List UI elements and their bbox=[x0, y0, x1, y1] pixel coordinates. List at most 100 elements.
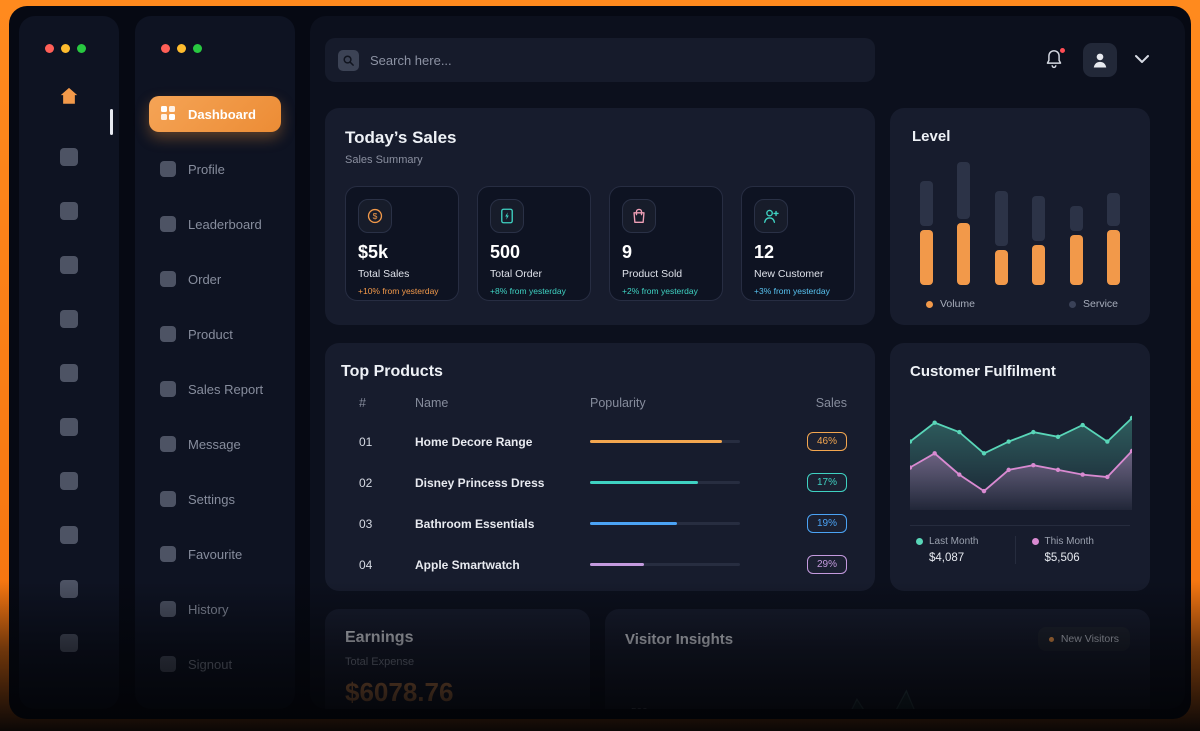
rail-placeholder-icon[interactable] bbox=[60, 526, 78, 544]
col-number: # bbox=[359, 396, 366, 410]
order-icon bbox=[160, 271, 176, 287]
notifications-bell-icon[interactable] bbox=[1044, 47, 1066, 72]
favourite-icon bbox=[160, 546, 176, 562]
row-sales-level: Today’s Sales Sales Summary $ $5k Total … bbox=[325, 108, 1185, 325]
stat-label: Total Order bbox=[490, 268, 542, 280]
fulfilment-legend: Last Month $4,087 This Month $5,506 bbox=[910, 536, 1130, 564]
sidebar-item-message[interactable]: Message bbox=[149, 426, 281, 462]
avatar[interactable] bbox=[1083, 43, 1117, 77]
fulfilment-area-chart bbox=[907, 392, 1135, 515]
top-products-card: Top Products # Name Popularity Sales 01 … bbox=[325, 343, 875, 591]
visitor-insights-header: Visitor Insights New Visitors bbox=[625, 627, 1130, 651]
zoom-window-button[interactable] bbox=[77, 44, 86, 53]
divider bbox=[910, 525, 1130, 526]
close-window-button[interactable] bbox=[45, 44, 54, 53]
sidebar-item-label: Order bbox=[188, 271, 222, 287]
settings-icon bbox=[160, 491, 176, 507]
table-row: 02 Disney Princess Dress 17% bbox=[341, 473, 859, 492]
sidebar-traffic-lights bbox=[135, 16, 295, 53]
stat-value: 12 bbox=[754, 242, 775, 262]
topbar-actions bbox=[1044, 43, 1150, 77]
product-name: Bathroom Essentials bbox=[415, 516, 535, 531]
home-icon[interactable] bbox=[58, 85, 80, 112]
rail-placeholder-icon[interactable] bbox=[60, 256, 78, 274]
icon-rail bbox=[19, 16, 119, 709]
close-window-button[interactable] bbox=[161, 44, 170, 53]
stat-total-sales: $ $5k Total Sales +10% from yesterday bbox=[345, 186, 459, 301]
visitor-insights-card: Visitor Insights New Visitors 500 400 bbox=[605, 609, 1150, 709]
minimize-window-button[interactable] bbox=[177, 44, 186, 53]
level-card: Level Volume Service bbox=[890, 108, 1150, 325]
popularity-bar bbox=[590, 481, 740, 484]
stats-row: $ $5k Total Sales +10% from yesterday 50… bbox=[345, 186, 855, 301]
sidebar-item-sales-report[interactable]: Sales Report bbox=[149, 371, 281, 407]
rail-placeholder-icon[interactable] bbox=[60, 634, 78, 652]
service-dot bbox=[1068, 300, 1076, 308]
level-bar-chart bbox=[912, 157, 1128, 285]
order-doc-icon bbox=[490, 199, 524, 233]
sidebar-item-label: Profile bbox=[188, 161, 225, 177]
rail-placeholder-icon[interactable] bbox=[60, 364, 78, 382]
minimize-window-button[interactable] bbox=[61, 44, 70, 53]
rail-placeholder-icon[interactable] bbox=[60, 310, 78, 328]
sidebar-item-settings[interactable]: Settings bbox=[149, 481, 281, 517]
sidebar-item-favourite[interactable]: Favourite bbox=[149, 536, 281, 572]
table-row: 01 Home Decore Range 46% bbox=[341, 432, 859, 451]
product-name: Disney Princess Dress bbox=[415, 475, 545, 490]
level-title: Level bbox=[912, 128, 951, 145]
stat-value: 9 bbox=[622, 242, 633, 262]
row-number: 03 bbox=[359, 516, 373, 531]
product-name: Home Decore Range bbox=[415, 434, 533, 449]
sidebar-item-profile[interactable]: Profile bbox=[149, 151, 281, 187]
main-content: Today’s Sales Sales Summary $ $5k Total … bbox=[310, 16, 1185, 709]
sales-badge: 46% bbox=[807, 432, 847, 451]
level-bar bbox=[1032, 196, 1046, 285]
message-icon bbox=[160, 436, 176, 452]
rail-placeholder-icon[interactable] bbox=[60, 202, 78, 220]
rail-placeholder-icon[interactable] bbox=[60, 472, 78, 490]
row-products-fulfilment: Top Products # Name Popularity Sales 01 … bbox=[325, 343, 1185, 591]
dashboard-icon bbox=[160, 105, 176, 124]
svg-text:$: $ bbox=[373, 211, 378, 221]
y-tick: 500 bbox=[631, 707, 648, 709]
search-bar[interactable] bbox=[325, 38, 875, 82]
row-number: 02 bbox=[359, 475, 373, 490]
sidebar-item-product[interactable]: Product bbox=[149, 316, 281, 352]
zoom-window-button[interactable] bbox=[193, 44, 202, 53]
stat-product-sold: 9 Product Sold +2% from yesterday bbox=[609, 186, 723, 301]
col-popularity: Popularity bbox=[590, 396, 646, 410]
rail-placeholder-icon[interactable] bbox=[60, 418, 78, 436]
legend-label: Last Month bbox=[929, 536, 979, 547]
badge-label: New Visitors bbox=[1060, 633, 1119, 645]
chevron-down-icon[interactable] bbox=[1134, 51, 1150, 69]
earnings-card: Earnings Total Expense $6078.76 Profit i… bbox=[325, 609, 590, 709]
earnings-title: Earnings bbox=[345, 629, 414, 646]
sidebar-item-signout[interactable]: Signout bbox=[149, 646, 281, 682]
todays-sales-card: Today’s Sales Sales Summary $ $5k Total … bbox=[325, 108, 875, 325]
leaderboard-icon bbox=[160, 216, 176, 232]
this-month-dot bbox=[1031, 538, 1039, 545]
sidebar-item-dashboard[interactable]: Dashboard bbox=[149, 96, 281, 132]
earnings-value: $6078.76 bbox=[345, 677, 454, 707]
sidebar-item-label: Favourite bbox=[188, 546, 243, 562]
rail-placeholder-icon[interactable] bbox=[60, 148, 78, 166]
new-visitors-dot bbox=[1048, 636, 1054, 642]
table-row: 03 Bathroom Essentials 19% bbox=[341, 514, 859, 533]
search-icon bbox=[338, 49, 359, 71]
rail-traffic-lights bbox=[19, 16, 119, 53]
legend-label: Volume bbox=[940, 298, 976, 310]
legend-value: $4,087 bbox=[929, 552, 965, 564]
sidebar-item-leaderboard[interactable]: Leaderboard bbox=[149, 206, 281, 242]
stat-label: Total Sales bbox=[358, 268, 410, 280]
search-input[interactable] bbox=[370, 52, 862, 68]
sales-report-icon bbox=[160, 381, 176, 397]
legend-this-month: This Month $5,506 bbox=[1014, 536, 1131, 564]
stat-value: 500 bbox=[490, 242, 521, 262]
stat-label: Product Sold bbox=[622, 268, 683, 280]
sidebar-item-order[interactable]: Order bbox=[149, 261, 281, 297]
sidebar-item-history[interactable]: History bbox=[149, 591, 281, 627]
visitor-area-chart: 500 400 bbox=[625, 663, 1130, 709]
todays-sales-title: Today’s Sales bbox=[345, 128, 457, 147]
sidebar-item-label: History bbox=[188, 601, 229, 617]
rail-placeholder-icon[interactable] bbox=[60, 580, 78, 598]
